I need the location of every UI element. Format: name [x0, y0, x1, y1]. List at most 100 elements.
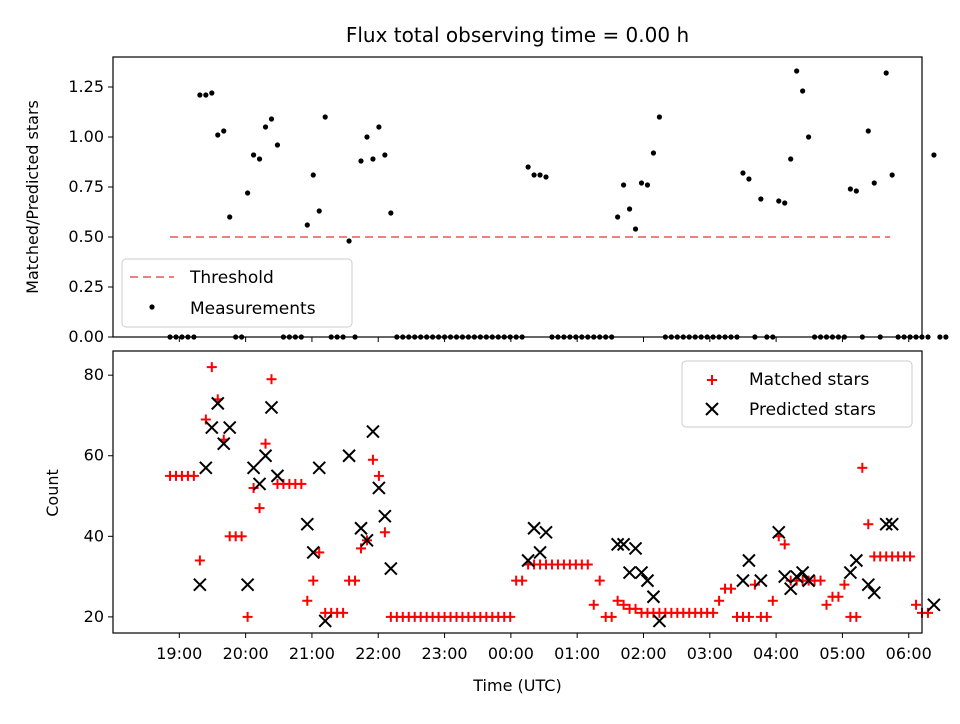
measurement-point [221, 128, 227, 134]
measurement-point [531, 172, 537, 178]
predicted-star-marker [795, 565, 810, 580]
measurement-point [388, 210, 394, 216]
predicted-star-marker [342, 449, 356, 463]
measurement-point [268, 116, 275, 122]
bottom-y-tick-label: 40 [84, 526, 104, 545]
predicted-star-marker [193, 577, 207, 592]
predicted-star-marker [354, 521, 368, 535]
matched-star-marker [236, 531, 247, 542]
x-tick-label: 05:00 [819, 644, 865, 663]
bottom-legend-box [681, 360, 913, 428]
matched-star-marker [194, 555, 205, 566]
x-tick-label: 04:00 [753, 644, 799, 663]
predicted-star-stroke [640, 573, 655, 588]
matched-star-marker [630, 603, 641, 614]
bottom-y-tick-label: 20 [84, 607, 104, 626]
predicted-star-stroke [193, 577, 207, 592]
predicted-star-marker [264, 400, 279, 415]
measurement-point [197, 92, 203, 98]
predicted-star-marker [252, 477, 267, 491]
matched-star-marker [761, 611, 772, 622]
predicted-star-marker [849, 553, 864, 568]
measurement-point [638, 180, 645, 186]
predicted-star-stroke [354, 521, 368, 535]
predicted-star-marker [789, 569, 804, 584]
predicted-star-stroke [754, 573, 768, 588]
measurement-point [256, 156, 263, 162]
predicted-star-marker [533, 545, 547, 560]
matched-star-marker [588, 599, 599, 610]
predicted-star-stroke [795, 565, 810, 580]
measurement-point [274, 142, 281, 148]
legend-predicted-label: Predicted stars [749, 400, 876, 420]
matched-star-marker [308, 575, 319, 586]
matched-star-marker [833, 591, 844, 602]
measurement-point [943, 334, 949, 340]
measurement-point [626, 206, 633, 212]
measurement-point [382, 152, 388, 158]
predicted-star-marker [783, 581, 798, 596]
predicted-star-stroke [521, 553, 535, 568]
predicted-star-marker [879, 517, 893, 531]
predicted-star-stroke [610, 537, 625, 552]
predicted-star-marker [384, 561, 398, 576]
predicted-star-marker [801, 573, 816, 588]
predicted-star-marker [652, 614, 667, 628]
measurement-point [346, 238, 352, 244]
measurement-point [931, 152, 937, 158]
predicted-star-stroke [240, 577, 255, 592]
matched-star-marker [821, 599, 832, 610]
measurement-point [322, 114, 328, 120]
measurement-point [543, 174, 549, 180]
measurement-point [215, 132, 221, 138]
x-tick-label: 20:00 [223, 644, 269, 663]
predicted-star-marker [199, 461, 213, 475]
matched-star-marker [726, 583, 737, 594]
matched-star-marker [582, 559, 593, 570]
predicted-star-stroke [533, 545, 547, 560]
predicted-star-marker [634, 565, 649, 580]
measurement-point [889, 172, 895, 178]
legend-measurements-label: Measurements [190, 299, 316, 319]
matched-star-marker [373, 470, 384, 481]
matched-star-marker [594, 575, 605, 586]
bottom-panel: Count Time (UTC) 20 40 60 80 19:00 20:00 21:0… [43, 350, 941, 695]
top-plot-frame [112, 56, 923, 338]
measurement-point [925, 334, 931, 340]
predicted-star-stroke [801, 573, 816, 588]
matched-star-marker [314, 547, 325, 558]
predicted-star-marker [217, 436, 231, 451]
predicted-star-marker [318, 614, 332, 628]
predicted-star-stroke [318, 614, 332, 628]
top-y-tick-label: 0.50 [68, 227, 104, 246]
predicted-star-stroke [211, 396, 225, 411]
legend-predicted-marker [705, 402, 719, 416]
x-tick-label: 19:00 [156, 644, 202, 663]
predicted-star-marker [772, 525, 786, 539]
predicted-star-stroke [306, 545, 320, 560]
matched-star-marker [911, 599, 922, 610]
predicted-star-marker [521, 553, 535, 568]
measurement-point [865, 128, 871, 134]
predicted-star-marker [861, 577, 875, 592]
matched-star-marker [815, 575, 826, 586]
measurement-point [376, 124, 382, 130]
predicted-star-marker [616, 537, 631, 552]
predicted-star-stroke [366, 424, 380, 439]
top-y-tick-label: 0.75 [68, 177, 104, 196]
top-y-tick-label: 0.00 [68, 327, 104, 346]
predicted-star-stroke [843, 565, 858, 580]
predicted-star-marker [378, 509, 392, 523]
matched-star-marker [905, 551, 916, 562]
legend-matched-label: Matched stars [749, 370, 869, 390]
predicted-star-stroke [199, 461, 213, 475]
measurement-point [537, 172, 543, 178]
measurement-point [370, 156, 376, 162]
measurement-point [776, 198, 782, 204]
x-tick-label: 22:00 [355, 644, 401, 663]
predicted-star-stroke [246, 461, 261, 475]
bottom-x-ticks: 19:00 20:00 21:00 22:00 23:00 00:00 01:00 02:00… [156, 633, 932, 663]
bottom-y-axis-label: Count [43, 469, 62, 517]
legend-threshold-label: Threshold [189, 268, 274, 288]
